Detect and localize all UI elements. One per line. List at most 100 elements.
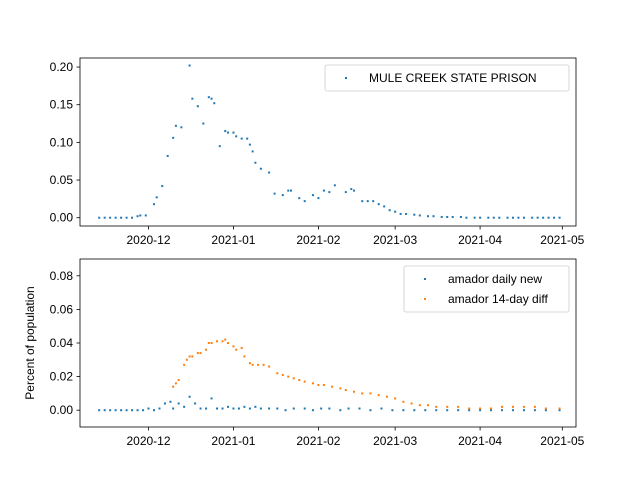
data-point (221, 340, 224, 343)
data-point (353, 390, 356, 393)
data-point (303, 380, 306, 383)
y-tick-label: 0.00 (50, 211, 74, 225)
data-point (446, 409, 449, 412)
data-point (281, 194, 284, 197)
legend-box (403, 265, 570, 313)
data-point (199, 407, 202, 410)
data-point (553, 216, 556, 219)
legend-box (324, 64, 570, 92)
data-point (303, 200, 306, 203)
data-point (169, 400, 172, 403)
data-point (558, 409, 561, 412)
x-tick-label: 2021-04 (458, 434, 502, 448)
data-point (372, 200, 375, 203)
data-point (207, 96, 210, 99)
legend-label: amador 14-day diff (448, 292, 549, 306)
data-point (125, 409, 128, 412)
data-point (369, 409, 372, 412)
data-point (361, 200, 364, 203)
data-point (435, 405, 438, 408)
data-point (473, 216, 476, 219)
y-tick-label: 0.02 (50, 370, 74, 384)
data-point (418, 214, 421, 217)
data-point (358, 407, 361, 410)
data-point (174, 124, 177, 127)
data-point (185, 358, 188, 361)
data-point (114, 409, 117, 412)
data-point (479, 216, 482, 219)
data-point (287, 189, 290, 192)
data-point (188, 395, 191, 398)
data-point (547, 216, 550, 219)
data-point (109, 216, 112, 219)
x-tick-label: 2021-05 (540, 434, 584, 448)
data-point (418, 404, 421, 407)
data-point (194, 402, 197, 405)
x-tick-label: 2021-03 (373, 434, 417, 448)
data-point (103, 409, 106, 412)
data-point (152, 203, 155, 206)
x-tick-label: 2021-02 (296, 233, 340, 247)
data-point (388, 209, 391, 212)
legend-label: amador daily new (448, 272, 542, 286)
data-point (432, 215, 435, 218)
data-point (511, 216, 514, 219)
x-tick-label: 2021-05 (540, 233, 584, 247)
data-point (205, 407, 208, 410)
data-point (216, 340, 219, 343)
data-point (350, 188, 353, 191)
data-point (328, 191, 331, 194)
bottom-panel: 2020-12 2021-01 2021-02 2021-03 2021-04 2021-… (23, 258, 585, 448)
data-point (144, 214, 147, 217)
data-point (158, 407, 161, 410)
y-tick-label: 0.15 (50, 98, 74, 112)
data-point (196, 352, 199, 355)
data-point (292, 407, 295, 410)
data-point (487, 216, 490, 219)
data-point (131, 216, 134, 219)
data-point (377, 394, 380, 397)
data-point (224, 338, 227, 341)
data-point (333, 184, 336, 187)
data-point (268, 171, 271, 174)
data-point (210, 342, 213, 344)
x-axis: 2020-12 2021-01 2021-02 2021-03 2021-04 2021-… (126, 427, 585, 448)
data-point (468, 407, 471, 410)
data-point (544, 409, 547, 412)
data-point (243, 405, 246, 408)
data-point (410, 402, 413, 405)
x-axis: 2020-12 2021-01 2021-02 2021-03 2021-04 2021-… (126, 226, 585, 247)
legend-marker (345, 77, 347, 79)
data-point (196, 105, 199, 108)
data-point (298, 197, 301, 200)
data-point (202, 122, 205, 125)
data-point (413, 213, 416, 216)
data-point (139, 214, 142, 217)
data-point (226, 131, 229, 134)
data-point (451, 215, 454, 218)
data-point (380, 407, 383, 410)
data-point (391, 409, 394, 412)
data-point (311, 194, 314, 197)
data-point (344, 389, 347, 392)
data-point (413, 409, 416, 412)
data-point (457, 409, 460, 412)
data-point (188, 355, 191, 358)
data-point (103, 216, 106, 219)
data-point (262, 363, 265, 366)
data-point (542, 216, 545, 219)
data-point (405, 212, 408, 215)
data-point (120, 409, 123, 412)
y-tick-label: 0.08 (50, 269, 74, 283)
data-point (235, 135, 238, 138)
data-point (558, 407, 561, 410)
data-point (317, 197, 320, 200)
data-point (440, 215, 443, 218)
data-point (226, 405, 229, 408)
data-point (317, 384, 320, 386)
data-point (446, 215, 449, 218)
data-point (435, 409, 438, 412)
y-axis-label: Percent of population (23, 286, 37, 399)
data-point (224, 130, 227, 133)
x-tick-label: 2020-12 (126, 434, 170, 448)
